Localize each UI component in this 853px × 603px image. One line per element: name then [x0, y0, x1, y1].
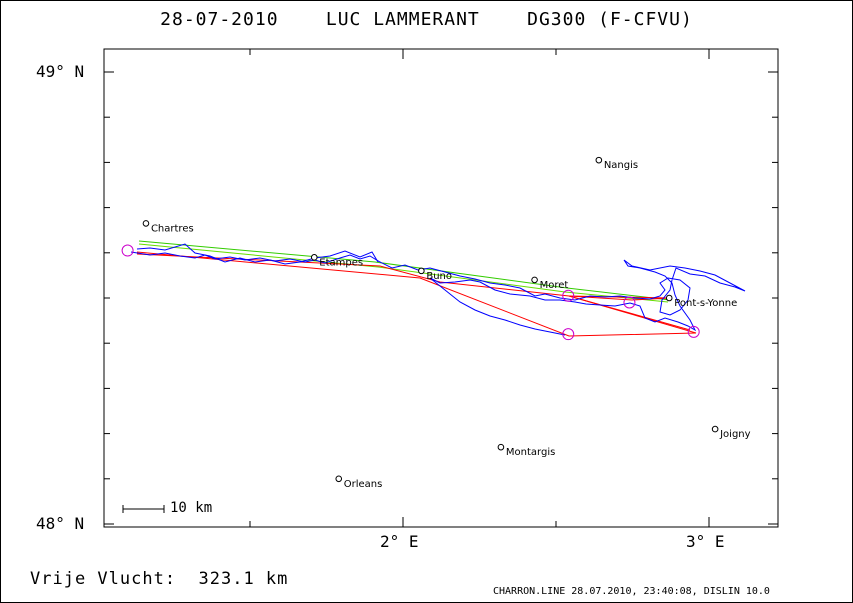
svg-text:Pont-s-Yonne: Pont-s-Yonne: [674, 298, 737, 309]
turnpoint-markers: [121, 244, 700, 341]
town-moret: Moret: [531, 276, 569, 291]
town-joigny: Joigny: [711, 425, 751, 440]
scale-bar-label: 10 km: [170, 500, 213, 516]
svg-text:Nangis: Nangis: [604, 160, 638, 171]
axis-ticks: [104, 49, 778, 527]
lon-label-left: 2° E: [380, 532, 419, 551]
svg-text:Joigny: Joigny: [719, 429, 751, 440]
turnpoint-2: [562, 289, 575, 302]
declared-task-line: [138, 240, 671, 301]
declared-task-line-2: [138, 243, 669, 303]
lon-label-right: 3° E: [686, 532, 725, 551]
town-buno: Buno: [418, 267, 452, 282]
svg-text:Moret: Moret: [540, 280, 569, 291]
town-etampes: Etampes: [310, 254, 363, 268]
turnpoint-3: [562, 328, 575, 341]
svg-text:Montargis: Montargis: [506, 447, 555, 458]
distance-label: Vrije Vlucht: 323.1 km: [30, 569, 289, 589]
flown-task-line: [136, 251, 697, 337]
turnpoint-4: [687, 325, 700, 338]
chart-title: 28-07-2010 LUC LAMMERANT DG300 (F-CFVU): [160, 9, 693, 30]
svg-text:Chartres: Chartres: [151, 223, 194, 234]
town-chartres: Chartres: [142, 220, 194, 234]
lat-label-top: 49° N: [36, 62, 85, 81]
town-montargis: Montargis: [497, 443, 555, 458]
footer-text: CHARRON.LINE 28.07.2010, 23:40:08, DISLI…: [493, 586, 770, 597]
town-orleans: Orleans: [335, 475, 383, 490]
lat-label-bottom: 48° N: [36, 514, 85, 533]
svg-text:Buno: Buno: [426, 271, 452, 282]
plot-frame: [103, 48, 779, 528]
svg-text:Orleans: Orleans: [344, 479, 383, 490]
gps-track: [130, 251, 746, 336]
town-pont-s-yonne: Pont-s-Yonne: [665, 294, 737, 309]
svg-text:Etampes: Etampes: [319, 257, 363, 268]
flown-task-line-2: [136, 253, 691, 331]
turnpoint-1: [121, 244, 134, 257]
town-markers: Nangis Chartres Etampes Buno Moret Pont-s-Yon…: [142, 156, 751, 490]
turnpoint-5: [623, 296, 636, 309]
gps-track-west: [136, 243, 379, 265]
scale-bar: [122, 505, 165, 513]
town-nangis: Nangis: [595, 156, 638, 171]
